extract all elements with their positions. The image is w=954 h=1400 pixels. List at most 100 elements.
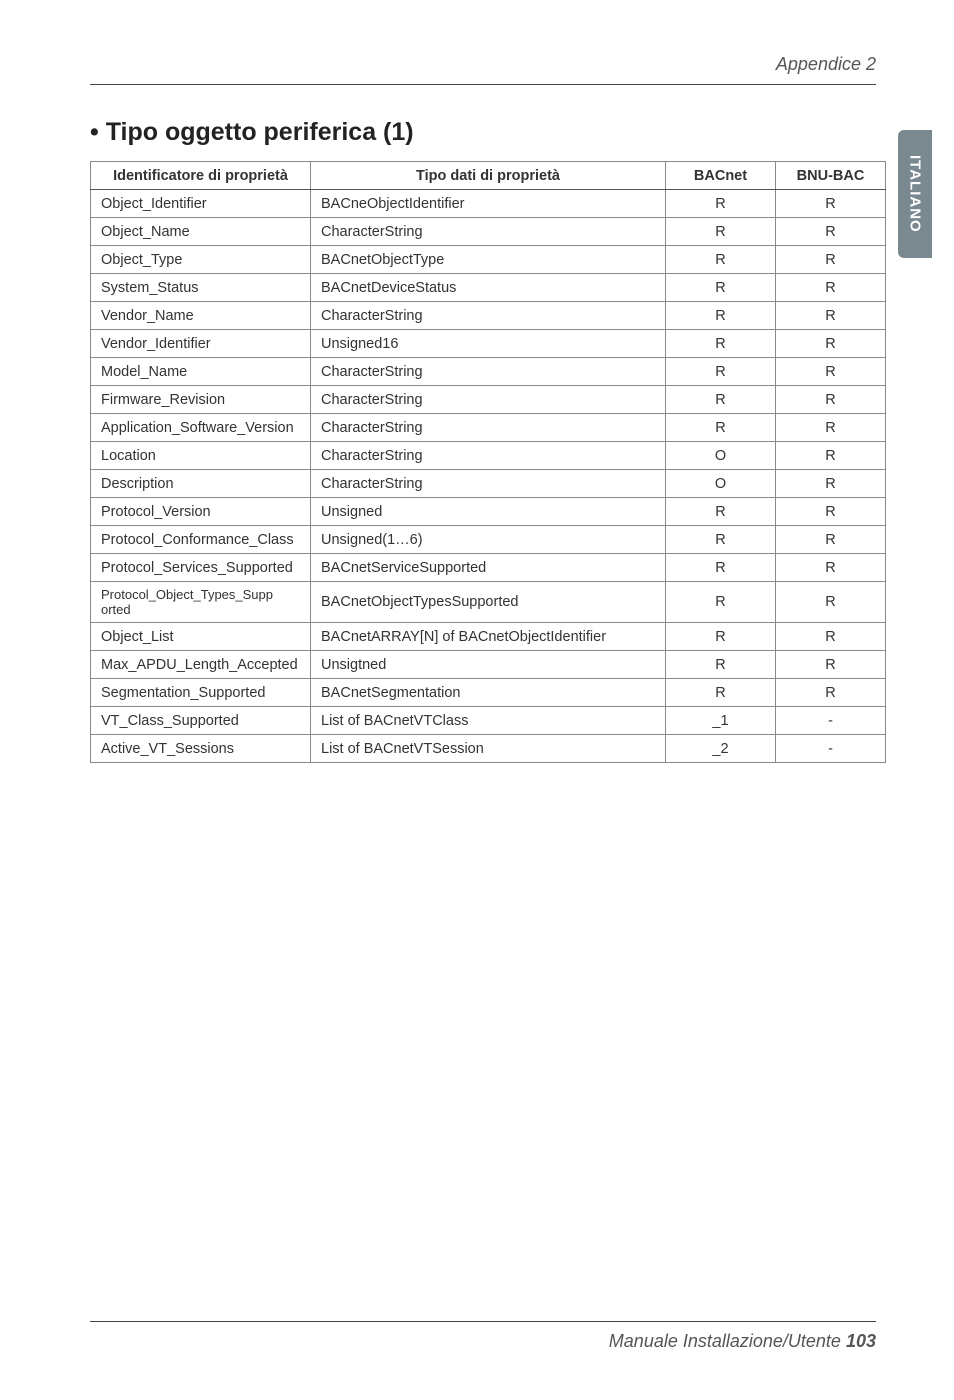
cell: Location bbox=[91, 442, 311, 470]
cell: R bbox=[666, 554, 776, 582]
footer-text: Manuale Installazione/Utente 103 bbox=[609, 1331, 876, 1352]
cell: R bbox=[666, 358, 776, 386]
cell: CharacterString bbox=[311, 358, 666, 386]
cell: R bbox=[776, 679, 886, 707]
cell: R bbox=[776, 386, 886, 414]
cell: CharacterString bbox=[311, 386, 666, 414]
cell: R bbox=[776, 651, 886, 679]
cell: - bbox=[776, 707, 886, 735]
cell: VT_Class_Supported bbox=[91, 707, 311, 735]
cell: BACnetSegmentation bbox=[311, 679, 666, 707]
cell: Firmware_Revision bbox=[91, 386, 311, 414]
cell: Object_Type bbox=[91, 246, 311, 274]
col-identifier: Identificatore di proprietà bbox=[91, 162, 311, 190]
cell: BACnetObjectTypesSupported bbox=[311, 582, 666, 623]
cell: Protocol_Services_Supported bbox=[91, 554, 311, 582]
cell: R bbox=[776, 302, 886, 330]
table-row: Object_NameCharacterStringRR bbox=[91, 218, 886, 246]
table-row: Max_APDU_Length_AcceptedUnsigtnedRR bbox=[91, 651, 886, 679]
cell: Vendor_Name bbox=[91, 302, 311, 330]
cell: BACnetDeviceStatus bbox=[311, 274, 666, 302]
cell: BACnetServiceSupported bbox=[311, 554, 666, 582]
cell: R bbox=[666, 386, 776, 414]
cell: Model_Name bbox=[91, 358, 311, 386]
cell: Max_APDU_Length_Accepted bbox=[91, 651, 311, 679]
cell: R bbox=[666, 582, 776, 623]
table-row: System_StatusBACnetDeviceStatusRR bbox=[91, 274, 886, 302]
section-title: • Tipo oggetto periferica (1) bbox=[90, 118, 886, 147]
cell: Unsigned bbox=[311, 498, 666, 526]
cell: BACnetARRAY[N] of BACnetObjectIdentifier bbox=[311, 623, 666, 651]
cell: R bbox=[666, 679, 776, 707]
cell: _2 bbox=[666, 735, 776, 763]
cell: Protocol_Object_Types_Supp orted bbox=[91, 582, 311, 623]
table-row: Active_VT_SessionsList of BACnetVTSessio… bbox=[91, 735, 886, 763]
cell: Vendor_Identifier bbox=[91, 330, 311, 358]
table-row: Protocol_Conformance_ClassUnsigned(1…6) R… bbox=[91, 526, 886, 554]
table-header-row: Identificatore di proprietà Tipo dati di… bbox=[91, 162, 886, 190]
cell: Unsigned(1…6) bbox=[311, 526, 666, 554]
table-body: Object_IdentifierBACneObjectIdentifierRR… bbox=[91, 190, 886, 763]
cell: R bbox=[666, 246, 776, 274]
table-row: Protocol_Services_SupportedBACnetService… bbox=[91, 554, 886, 582]
cell: R bbox=[776, 218, 886, 246]
col-bacnet: BACnet bbox=[666, 162, 776, 190]
cell: CharacterString bbox=[311, 470, 666, 498]
cell: Active_VT_Sessions bbox=[91, 735, 311, 763]
page: Appendice 2 ITALIANO • Tipo oggetto peri… bbox=[0, 0, 954, 1400]
col-datatype: Tipo dati di proprietà bbox=[311, 162, 666, 190]
cell: R bbox=[776, 190, 886, 218]
cell: R bbox=[666, 414, 776, 442]
cell: R bbox=[776, 526, 886, 554]
cell: Segmentation_Supported bbox=[91, 679, 311, 707]
table-row: Application_Software_VersionCharacterStr… bbox=[91, 414, 886, 442]
table-row: LocationCharacterStringOR bbox=[91, 442, 886, 470]
cell: R bbox=[666, 218, 776, 246]
cell: O bbox=[666, 442, 776, 470]
cell: R bbox=[776, 414, 886, 442]
table-row: Protocol_VersionUnsignedRR bbox=[91, 498, 886, 526]
table-row: VT_Class_SupportedList of BACnetVTClass_… bbox=[91, 707, 886, 735]
cell: R bbox=[666, 498, 776, 526]
cell: Object_Name bbox=[91, 218, 311, 246]
cell: R bbox=[666, 274, 776, 302]
footer-label: Manuale Installazione/Utente bbox=[609, 1331, 846, 1351]
table-row: Object_IdentifierBACneObjectIdentifierRR bbox=[91, 190, 886, 218]
cell: - bbox=[776, 735, 886, 763]
table-row: Vendor_NameCharacterStringRR bbox=[91, 302, 886, 330]
cell: CharacterString bbox=[311, 218, 666, 246]
cell: R bbox=[776, 498, 886, 526]
cell: R bbox=[776, 582, 886, 623]
content: • Tipo oggetto periferica (1) Identifica… bbox=[90, 118, 886, 763]
table-row: Segmentation_SupportedBACnetSegmentation… bbox=[91, 679, 886, 707]
cell: Unsigtned bbox=[311, 651, 666, 679]
cell: R bbox=[776, 442, 886, 470]
table-row: DescriptionCharacterStringOR bbox=[91, 470, 886, 498]
table-row: Protocol_Object_Types_Supp ortedBACnetOb… bbox=[91, 582, 886, 623]
cell: R bbox=[666, 330, 776, 358]
col-bnubac: BNU-BAC bbox=[776, 162, 886, 190]
cell: Object_List bbox=[91, 623, 311, 651]
cell: R bbox=[776, 274, 886, 302]
cell: System_Status bbox=[91, 274, 311, 302]
language-tab-label: ITALIANO bbox=[907, 155, 924, 233]
cell: CharacterString bbox=[311, 302, 666, 330]
cell: R bbox=[776, 554, 886, 582]
table-row: Vendor_IdentifierUnsigned16RR bbox=[91, 330, 886, 358]
cell: Protocol_Conformance_Class bbox=[91, 526, 311, 554]
table-row: Object_ListBACnetARRAY[N] of BACnetObjec… bbox=[91, 623, 886, 651]
cell: R bbox=[666, 302, 776, 330]
header-appendix: Appendice 2 bbox=[776, 54, 876, 75]
cell: Description bbox=[91, 470, 311, 498]
cell: R bbox=[666, 651, 776, 679]
cell: BACneObjectIdentifier bbox=[311, 190, 666, 218]
cell: List of BACnetVTSession bbox=[311, 735, 666, 763]
cell: _1 bbox=[666, 707, 776, 735]
cell: Object_Identifier bbox=[91, 190, 311, 218]
cell: Protocol_Version bbox=[91, 498, 311, 526]
cell: R bbox=[776, 470, 886, 498]
cell: List of BACnetVTClass bbox=[311, 707, 666, 735]
table-row: Firmware_RevisionCharacterStringRR bbox=[91, 386, 886, 414]
cell: O bbox=[666, 470, 776, 498]
cell: R bbox=[776, 623, 886, 651]
